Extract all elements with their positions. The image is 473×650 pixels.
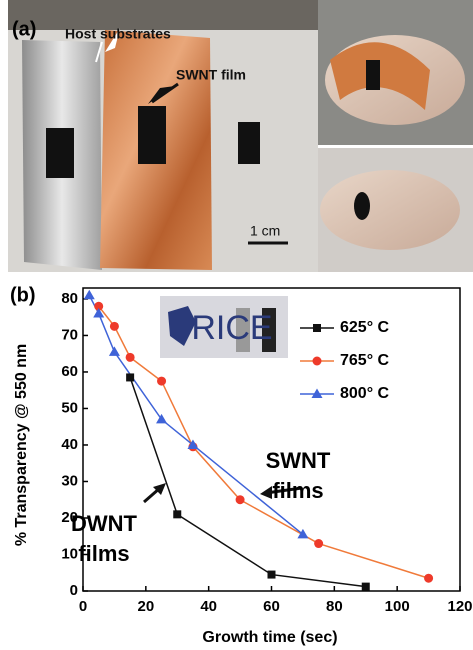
data-point	[156, 414, 167, 424]
legend-marker	[313, 324, 321, 332]
x-tick-label: 0	[79, 598, 87, 615]
data-point	[424, 574, 433, 583]
legend-label: 800° C	[340, 385, 390, 402]
x-tick-label: 20	[137, 598, 154, 615]
x-tick-label: 120	[447, 598, 472, 615]
data-point	[109, 346, 120, 356]
y-tick-label: 50	[61, 399, 78, 416]
legend-label: 765° C	[340, 352, 390, 369]
annotation: films	[272, 478, 323, 503]
swnt-film	[138, 106, 166, 164]
scale-label: 1 cm	[250, 223, 280, 239]
arrow	[260, 486, 272, 499]
y-tick-label: 10	[61, 545, 78, 562]
annotation: Host substrates	[65, 26, 171, 42]
panel-label: (b)	[10, 284, 36, 306]
x-tick-label: 60	[263, 598, 280, 615]
y-tick-label: 80	[61, 290, 78, 307]
hand	[320, 170, 460, 250]
y-tick-label: 60	[61, 363, 78, 380]
x-tick-label: 80	[326, 598, 343, 615]
data-point	[314, 539, 323, 548]
y-tick-label: 0	[70, 582, 78, 599]
annotation: films	[78, 541, 129, 566]
data-point	[173, 510, 181, 518]
swnt-film	[366, 60, 380, 90]
y-tick-label: 30	[61, 472, 78, 489]
x-tick-label: 100	[385, 598, 410, 615]
y-tick-label: 70	[61, 326, 78, 343]
panel-label: (a)	[12, 18, 36, 40]
data-point	[126, 373, 134, 381]
x-axis-label: Growth time (sec)	[202, 629, 337, 646]
figure: (a) Host substrates SWNT film 1 cm (b) G…	[0, 0, 473, 650]
data-point	[93, 308, 104, 318]
data-point	[110, 322, 119, 331]
y-axis-label: % Transparency @ 550 nm	[13, 344, 30, 546]
inset-photo: RICE	[160, 296, 288, 358]
annotation: SWNT film	[176, 67, 246, 83]
annotation: DWNT	[71, 511, 138, 536]
swnt-film	[354, 192, 370, 220]
chart: (b) Growth time (sec) % Transparency @ 5…	[10, 284, 473, 646]
data-point	[157, 377, 166, 386]
swnt-film	[238, 122, 260, 164]
data-point	[126, 353, 135, 362]
legend-marker	[313, 357, 322, 366]
inset-text: RICE	[191, 309, 272, 347]
swnt-film	[46, 128, 74, 178]
photo-panel: (a) Host substrates SWNT film 1 cm	[8, 0, 473, 272]
data-point	[362, 583, 370, 591]
data-point	[236, 495, 245, 504]
data-point	[84, 290, 95, 300]
series-line	[130, 377, 366, 586]
annotation: SWNT	[266, 448, 331, 473]
y-tick-label: 40	[61, 436, 78, 453]
data-point	[268, 571, 276, 579]
x-tick-label: 40	[200, 598, 217, 615]
legend-label: 625° C	[340, 319, 390, 336]
